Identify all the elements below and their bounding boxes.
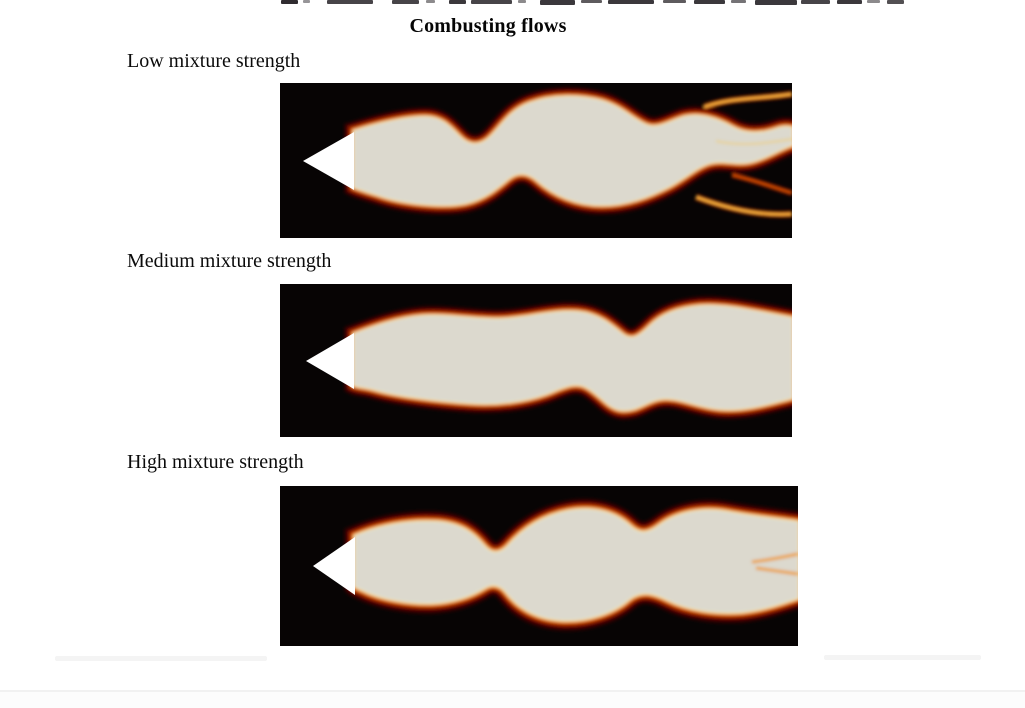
simulation-image-medium [280,284,792,437]
footer-divider [0,690,1025,692]
flame-render-medium [280,284,792,437]
figure-label-low: Low mixture strength [127,50,301,72]
clipped-text-remnant [0,0,1025,6]
flame-render-high [280,486,798,646]
flame-holder-shape [313,537,355,595]
figure-label-high: High mixture strength [127,451,304,473]
figure-label-medium: Medium mixture strength [127,250,332,272]
simulation-image-high [280,486,798,646]
simulation-image-low [280,83,792,238]
flame-render-low [280,83,792,238]
page-title: Combusting flows [409,15,567,37]
flame-holder-shape [306,333,354,389]
faint-placeholder-bar-right [824,655,981,660]
faint-placeholder-bar-left [55,656,267,661]
footer-area [0,692,1025,708]
flame-holder-shape [303,132,354,190]
